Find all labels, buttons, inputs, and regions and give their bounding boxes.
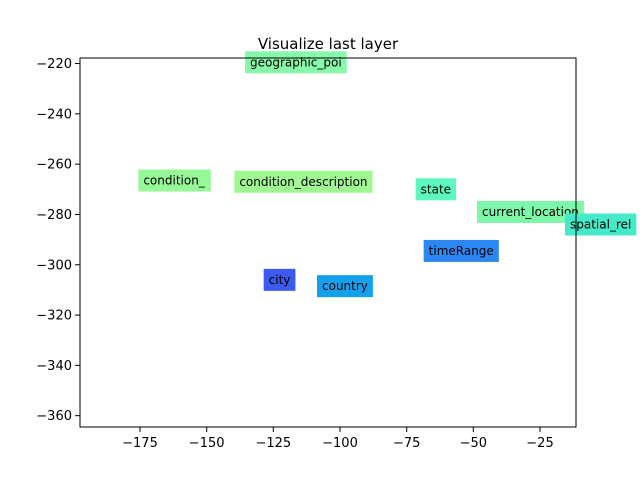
point-label-box: city [263, 268, 296, 291]
point-label-background [317, 275, 373, 298]
point-label: condition_description [239, 175, 367, 189]
plot-frame [79, 57, 577, 428]
x-tick-label: −100 [322, 436, 358, 451]
x-tick-label: −125 [255, 436, 291, 451]
y-tick-label: −360 [36, 409, 72, 424]
point-label: city [269, 273, 291, 287]
y-tick-label: −220 [36, 57, 72, 72]
y-tick-label: −340 [36, 359, 72, 374]
point-label-box: current_location [477, 200, 584, 223]
point-label: spatial_rel [570, 218, 631, 232]
point-label-box: condition_description [234, 170, 373, 193]
point-label-background [423, 239, 499, 262]
point-label: current_location [482, 205, 579, 219]
point-label-background [415, 178, 457, 201]
y-tick-label: −280 [36, 208, 72, 223]
points-layer: geographic_poi condition_ condition_descri… [138, 51, 637, 298]
point-label: country [322, 279, 368, 293]
y-tick-label: −300 [36, 258, 72, 273]
point-label: condition_ [143, 173, 205, 187]
point-label-box: geographic_poi [245, 51, 347, 74]
y-tick-label: −320 [36, 309, 72, 324]
x-tick-label: −25 [526, 436, 553, 451]
point-label-background [263, 268, 296, 291]
point-label-background [138, 169, 211, 192]
point-label-box: state [415, 178, 457, 201]
x-tick-label: −50 [460, 436, 487, 451]
x-axis: −175 −150 −125 −100 −75 −50 −25 [122, 427, 554, 451]
point-label: state [421, 182, 451, 196]
point-label-background [245, 51, 347, 74]
point-label-box: spatial_rel [565, 213, 637, 236]
point-label: timeRange [429, 244, 494, 258]
point-label-background [565, 213, 637, 236]
point-label: geographic_poi [250, 55, 342, 69]
point-label-background [477, 200, 584, 223]
chart-title: Visualize last layer [258, 35, 399, 53]
point-label-box: timeRange [423, 239, 499, 262]
point-label-box: country [317, 275, 373, 298]
y-tick-label: −260 [36, 158, 72, 173]
x-tick-label: −175 [122, 436, 158, 451]
y-axis: −220 −240 −260 −280 −300 −320 −340 −360 [36, 57, 80, 424]
x-tick-label: −150 [189, 436, 225, 451]
x-tick-label: −75 [393, 436, 420, 451]
y-tick-label: −240 [36, 107, 72, 122]
point-label-box: condition_ [138, 169, 211, 192]
point-label-background [234, 170, 373, 193]
